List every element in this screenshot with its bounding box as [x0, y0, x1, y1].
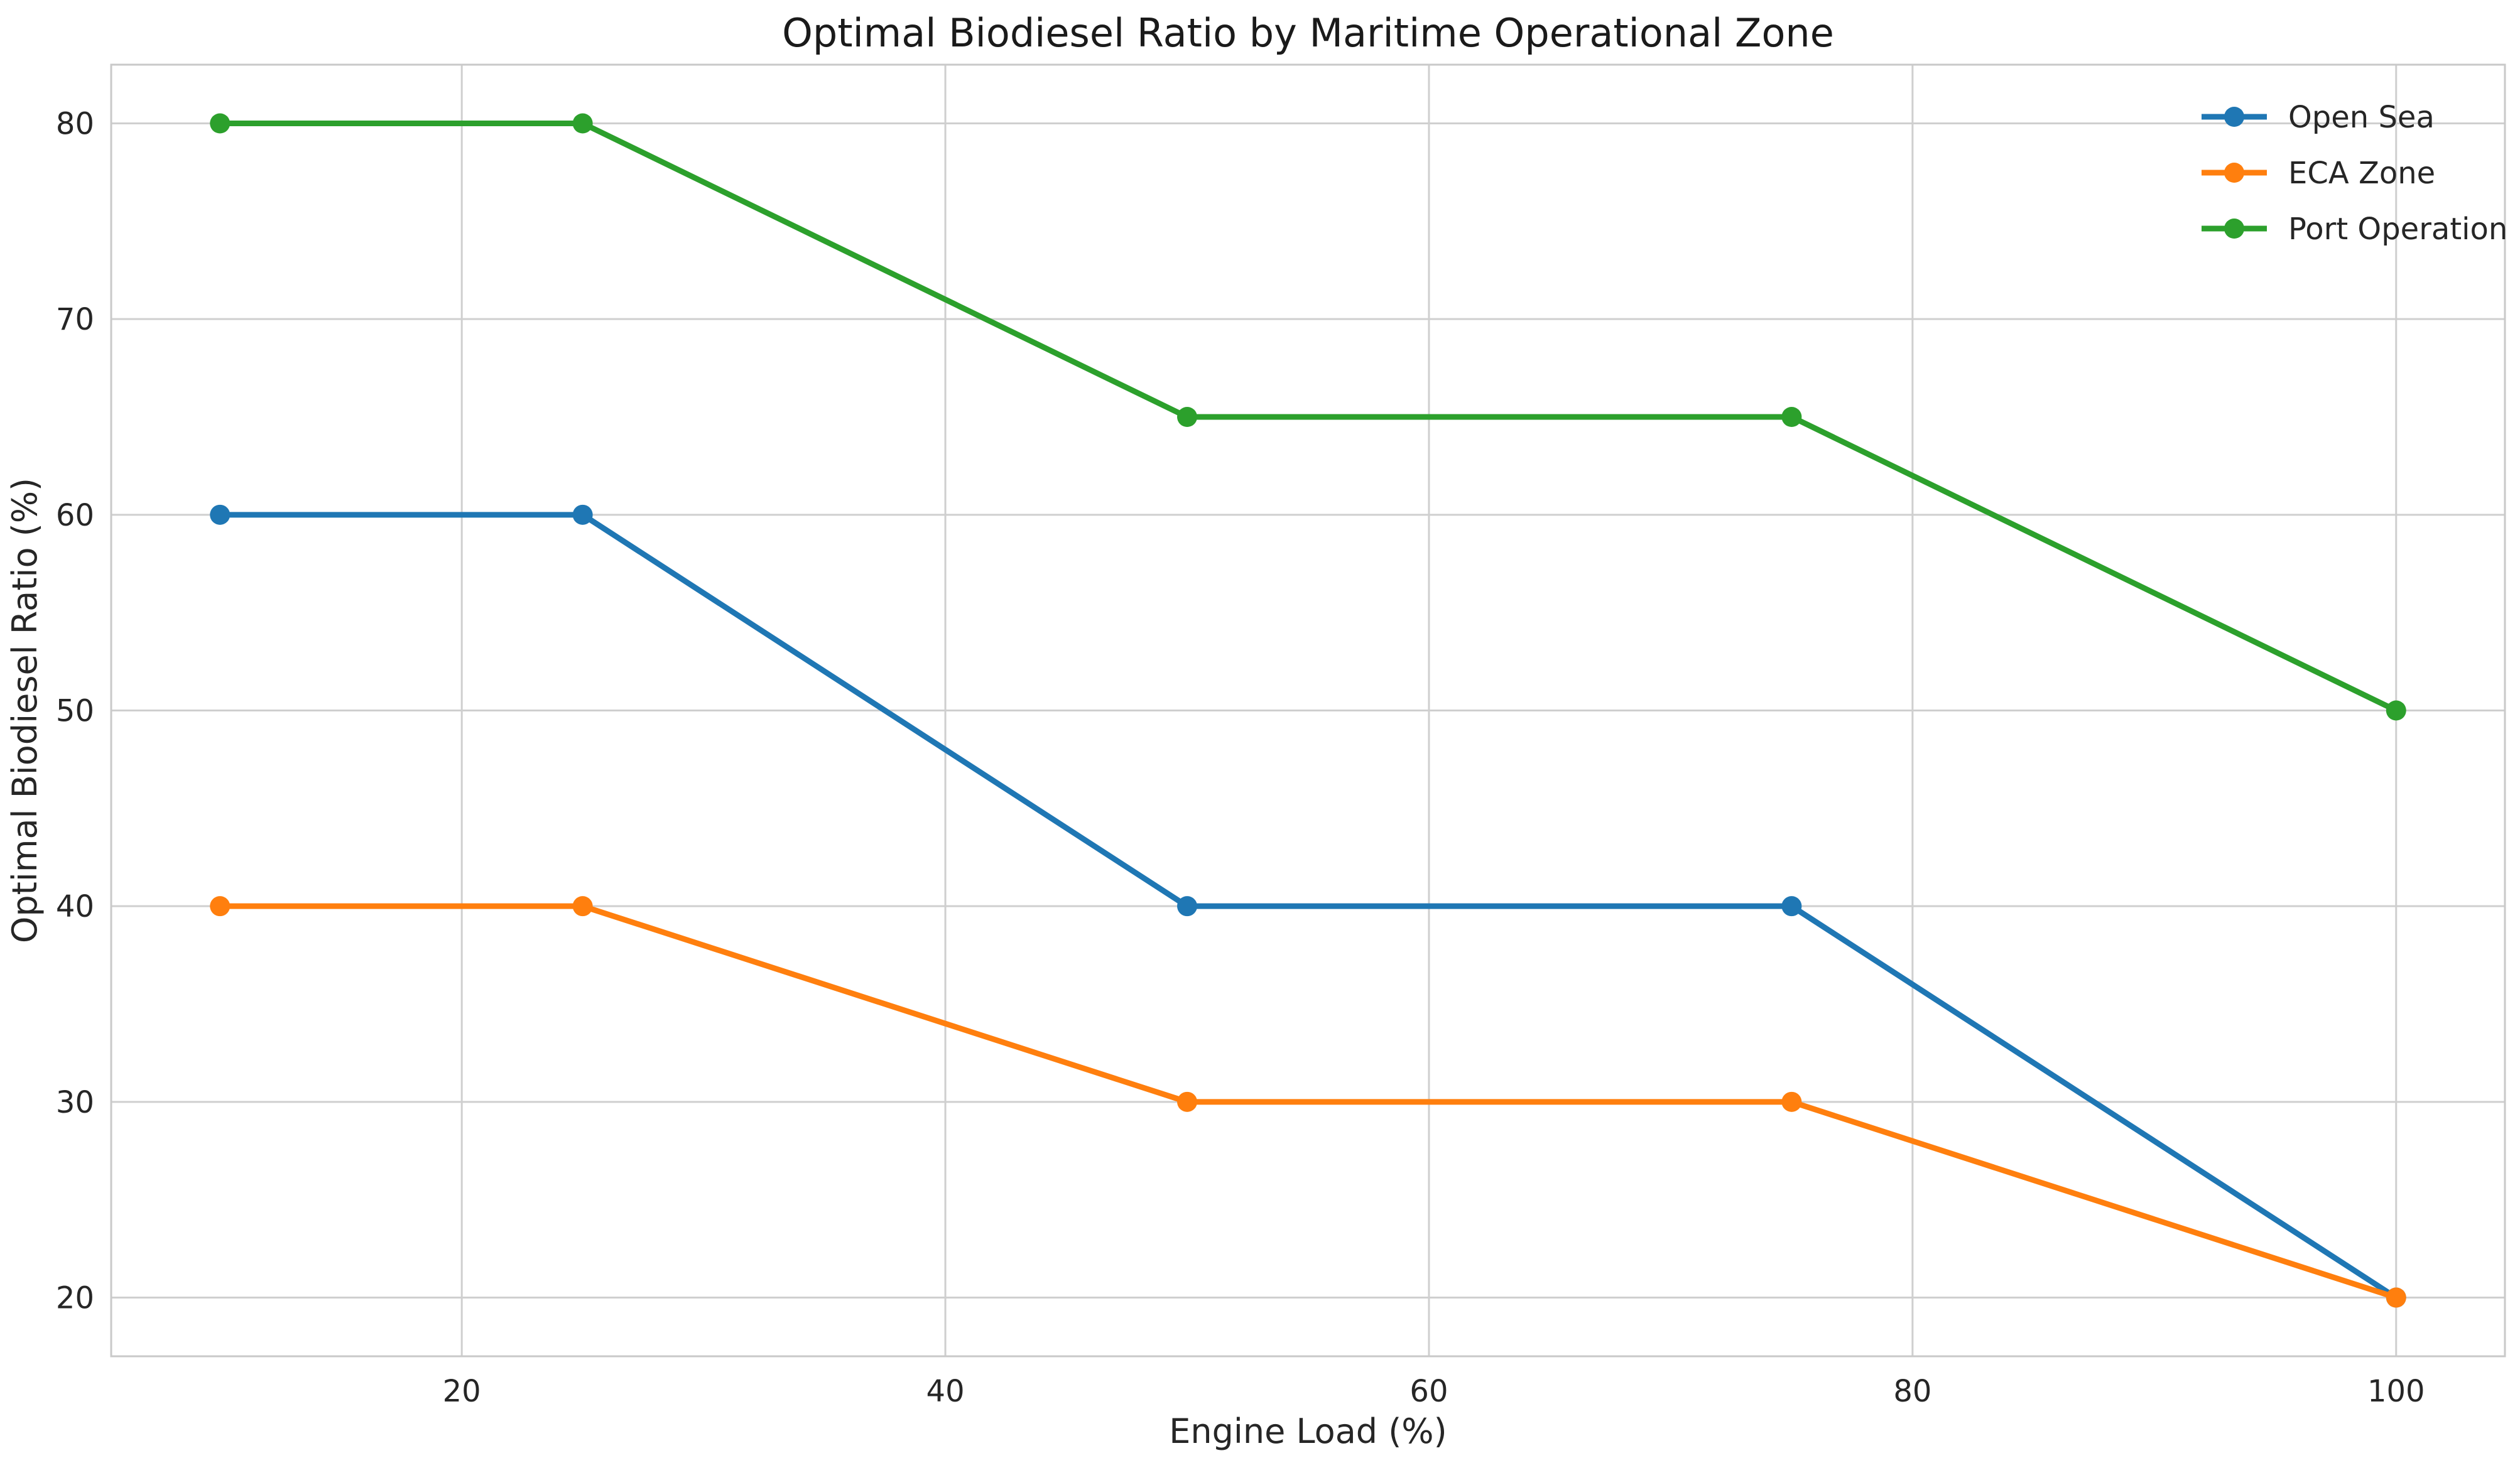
data-point-eca-zone	[1177, 1091, 1198, 1112]
legend: Open Sea ECA Zone Port Operation	[2202, 100, 2507, 247]
data-point-eca-zone	[210, 896, 231, 917]
tick-labels: 20 40 60 80 100 20 30 40 50 60 70 80	[56, 107, 2425, 1410]
legend-marker-icon	[2224, 219, 2244, 239]
chart-title: Optimal Biodiesel Ratio by Maritime Oper…	[782, 10, 1834, 56]
legend-item-eca-zone: ECA Zone	[2202, 156, 2435, 191]
series-port-operation	[210, 113, 2406, 721]
data-point-open-sea	[210, 504, 231, 525]
y-axis-label: Optimal Biodiesel Ratio (%)	[5, 478, 45, 943]
x-tick-label: 20	[443, 1374, 481, 1409]
legend-item-port-operation: Port Operation	[2202, 212, 2507, 247]
axes-spines	[110, 63, 2506, 1358]
y-tick-label: 50	[56, 694, 94, 729]
data-point-eca-zone	[572, 896, 593, 917]
series-eca-zone	[210, 896, 2406, 1308]
legend-marker-icon	[2224, 107, 2244, 127]
data-point-port-operation	[1781, 407, 1802, 427]
data-point-port-operation	[1177, 407, 1198, 427]
x-tick-label: 60	[1409, 1374, 1448, 1409]
data-point-eca-zone	[2386, 1287, 2406, 1308]
x-axis-label: Engine Load (%)	[1169, 1412, 1447, 1451]
data-point-eca-zone	[1781, 1091, 1802, 1112]
y-tick-label: 20	[56, 1281, 94, 1316]
legend-label: Open Sea	[2288, 100, 2435, 135]
y-tick-label: 30	[56, 1085, 94, 1120]
y-tick-label: 40	[56, 889, 94, 924]
legend-marker-icon	[2224, 163, 2244, 183]
x-tick-label: 40	[926, 1374, 965, 1409]
data-point-open-sea	[1177, 896, 1198, 917]
legend-label: Port Operation	[2288, 212, 2507, 247]
y-tick-label: 60	[56, 498, 94, 533]
x-tick-label: 100	[2367, 1374, 2425, 1409]
data-point-port-operation	[572, 113, 593, 134]
data-point-port-operation	[2386, 700, 2406, 721]
legend-item-open-sea: Open Sea	[2202, 100, 2435, 135]
legend-label: ECA Zone	[2288, 156, 2435, 191]
x-tick-label: 80	[1893, 1374, 1931, 1409]
data-point-open-sea	[1781, 896, 1802, 917]
y-tick-label: 80	[56, 107, 94, 142]
y-tick-label: 70	[56, 302, 94, 337]
data-point-open-sea	[572, 504, 593, 525]
data-point-port-operation	[210, 113, 231, 134]
